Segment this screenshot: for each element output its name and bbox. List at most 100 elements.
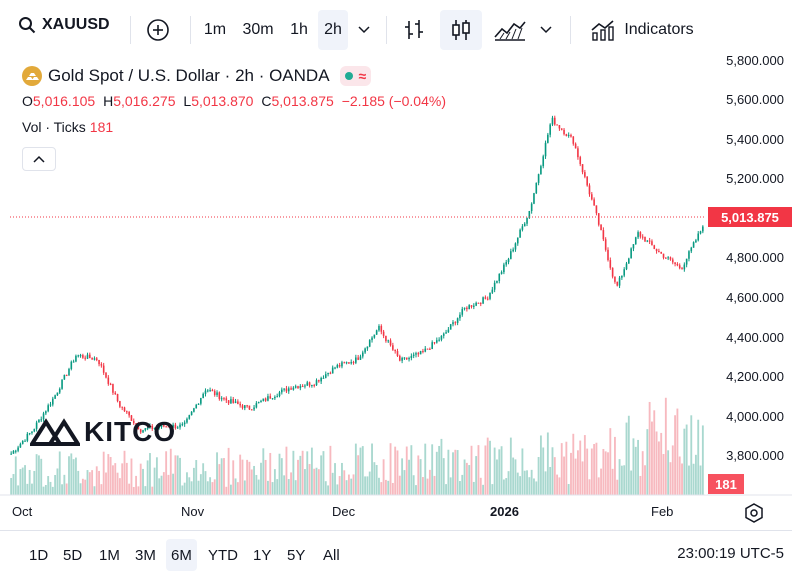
range-5d[interactable]: 5D [63,546,83,564]
volume-bar [572,433,575,495]
chart-settings-button[interactable] [744,503,764,528]
interval-30m[interactable]: 30m [242,21,274,38]
volume-bar [130,458,133,495]
price-tick[interactable]: 5,800.000 [726,53,784,68]
candle-body [449,324,452,330]
time-tick[interactable]: Dec [332,504,356,519]
candle-body [72,361,75,363]
volume-bar [313,468,316,495]
range-5y[interactable]: 5Y [287,546,306,564]
volume-bar [162,472,165,495]
interval-1m[interactable]: 1m [203,21,227,38]
volume-bar [331,472,334,495]
interval-1h[interactable]: 1h [290,21,308,38]
compare-symbol-button[interactable] [140,10,176,50]
candle-body [697,233,700,241]
price-tick[interactable]: 3,800.000 [726,448,784,463]
volume-bar [276,479,279,495]
volume-bar [218,464,221,495]
volume-bar [139,463,142,495]
volume-bar [84,479,87,495]
price-tick[interactable]: 4,600.000 [726,290,784,305]
volume-bar [116,472,119,495]
collapse-legend-button[interactable] [22,147,56,171]
candle-body [378,326,380,331]
volume-bar [415,485,417,495]
volume-bar [509,437,512,495]
candle-body [142,430,144,433]
time-tick[interactable]: Feb [651,504,674,519]
area-style-button[interactable] [490,10,530,50]
candles-style-button[interactable] [440,10,482,50]
timezone-clock[interactable]: 23:00:19 UTC-5 [677,545,784,562]
volume-bar [278,453,281,495]
volume-bar [380,482,383,495]
volume-bar [556,474,559,495]
volume-bar [206,481,209,495]
bar-style-button[interactable] [396,10,432,50]
volume-bar [345,480,348,495]
candle-body [401,357,403,361]
price-tick[interactable]: 5,200.000 [726,171,784,186]
candle-body [294,386,297,388]
candle-body [590,194,593,200]
price-chart[interactable] [0,0,792,530]
volume-bar [172,473,175,495]
candle-body [230,399,232,404]
candle-body [530,203,533,211]
range-3m[interactable]: 3M [135,546,156,564]
volume-bar [602,448,605,495]
time-tick[interactable]: 2026 [490,504,519,519]
volume-bar [493,447,496,495]
range-1m[interactable]: 1M [99,546,120,564]
volume-bar [359,447,362,495]
candle-body [271,398,274,400]
volume-bar [410,445,413,495]
volume-bar [630,470,633,495]
candle-body [484,297,487,299]
range-1d[interactable]: 1D [29,546,49,564]
range-1y[interactable]: 1Y [253,546,272,564]
volume-bar [468,465,471,495]
candle-body [130,415,133,421]
candle-body [179,424,181,428]
candle-body [558,125,561,129]
interval-2h[interactable]: 2h [318,10,348,50]
market-status-badge[interactable]: ≈ [339,66,372,86]
candle-body [239,403,241,406]
candle-body [89,354,91,359]
volume-bar [287,479,290,495]
candles [10,115,704,455]
candle-body [283,388,285,390]
price-tick[interactable]: 5,400.000 [726,132,784,147]
volume-value: 181 [89,119,114,135]
range-ytd[interactable]: YTD [208,546,238,564]
candle-body [126,411,128,413]
symbol-search[interactable]: XAUUSD [18,16,110,34]
price-tick[interactable]: 4,200.000 [726,369,784,384]
volume-legend[interactable]: Vol · Ticks 181 [22,119,113,135]
volume-bar [368,471,371,495]
indicators-button[interactable]: Indicators [582,10,702,50]
candle-body [343,362,346,364]
price-tick[interactable]: 4,400.000 [726,330,784,345]
price-tick[interactable]: 4,000.000 [726,409,784,424]
close-value: 5,013.875 [271,93,334,109]
close-key: C [261,93,272,109]
candle-body [121,406,124,408]
chart-style-dropdown[interactable] [534,10,558,50]
legend-title[interactable]: Gold Spot / U.S. Dollar · 2h · OANDA [48,66,330,85]
time-tick[interactable]: Oct [12,504,33,519]
volume-bar [604,451,607,495]
volume-bar [47,476,50,495]
range-6m[interactable]: 6M [166,539,197,571]
volume-bar [301,450,304,495]
candle-body [540,166,542,175]
interval-dropdown[interactable] [352,10,376,50]
price-tick[interactable]: 5,600.000 [726,92,784,107]
price-tick[interactable]: 4,800.000 [726,250,784,265]
time-tick[interactable]: Nov [181,504,205,519]
candle-body [21,440,24,444]
volume-bar [220,458,223,495]
range-all[interactable]: All [323,546,340,564]
